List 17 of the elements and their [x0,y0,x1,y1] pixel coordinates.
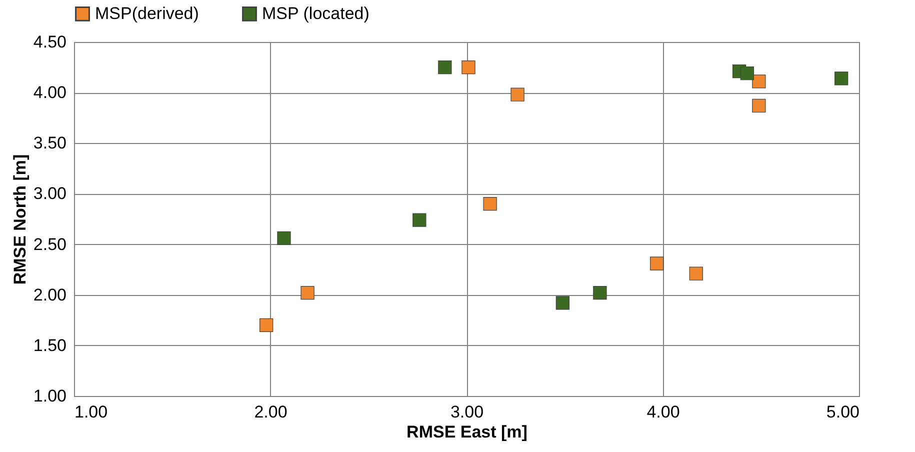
legend-label: MSP(derived) [95,4,199,23]
y-tick-label: 4.00 [33,83,66,102]
x-tick-label: 4.00 [646,402,680,422]
x-axis-title: RMSE East [m] [406,422,528,442]
y-tick-label: 4.50 [33,32,66,52]
x-tick-label: 5.00 [826,402,860,422]
legend-label: MSP (located) [262,4,370,23]
y-tick-label: 2.50 [33,234,66,254]
x-tick-label: 2.00 [254,402,288,422]
y-tick-label: 1.50 [33,336,66,355]
x-tick-label: 1.00 [74,402,108,422]
y-tick-label: 2.00 [33,285,66,304]
y-tick-label: 3.50 [33,134,66,153]
y-axis-title: RMSE North [m] [10,154,30,285]
y-tick-label: 3.00 [33,184,66,204]
x-tick-label: 3.00 [450,402,484,422]
y-tick-label: 1.00 [33,386,66,406]
